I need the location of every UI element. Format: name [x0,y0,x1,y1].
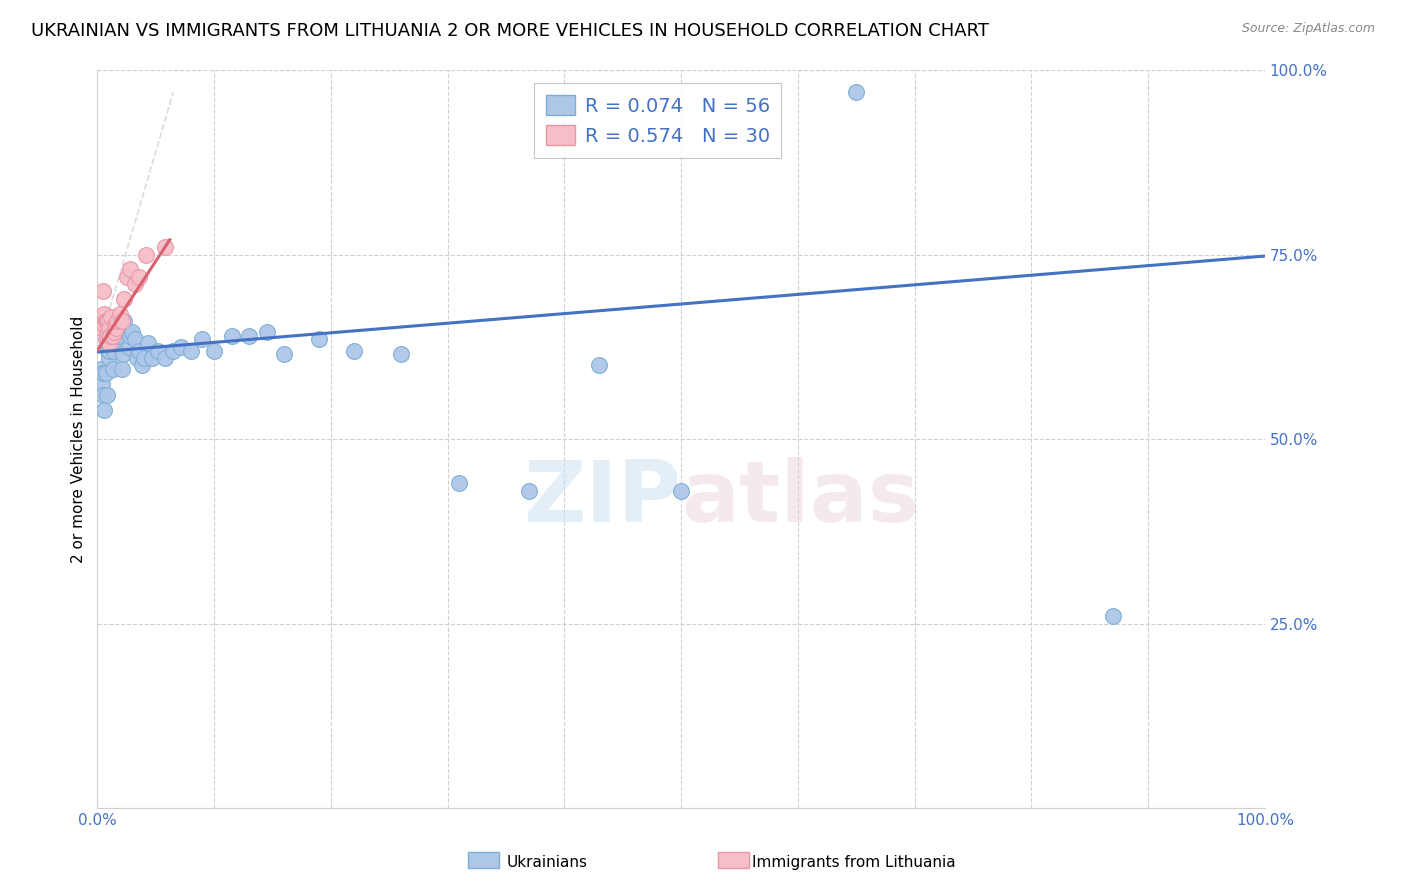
Point [115,325,138,339]
Point [107,328,129,343]
Point [96,314,118,328]
Point [121,325,143,339]
Point [162,343,184,358]
Point [128,343,150,358]
Text: Source: ZipAtlas.com: Source: ZipAtlas.com [1241,22,1375,36]
Point [132,351,155,365]
Point [97,328,120,343]
Point [221,328,243,343]
Legend: R = 0.074   N = 56, R = 0.574   N = 30: R = 0.074 N = 56, R = 0.574 N = 30 [534,84,782,158]
Point [128,269,150,284]
Point [191,333,214,347]
Point [101,362,124,376]
Point [118,340,141,354]
Point [118,262,141,277]
Text: Ukrainians: Ukrainians [506,855,588,870]
Point [105,328,128,343]
Bar [468,852,499,868]
Point [91,285,114,299]
Point [105,314,128,328]
Y-axis label: 2 or more Vehicles in Household: 2 or more Vehicles in Household [72,316,86,563]
Point [588,358,610,372]
Point [180,343,202,358]
Point [146,343,169,358]
Point [98,336,121,351]
Point [124,333,146,347]
Point [131,358,153,372]
Text: atlas: atlas [681,457,920,540]
Point [517,483,540,498]
Point [105,321,128,335]
Point [238,328,260,343]
Point [93,402,115,417]
Point [90,362,112,376]
Point [111,314,134,328]
Point [112,314,135,328]
Point [108,321,131,335]
Point [90,314,112,328]
Point [98,336,121,351]
Point [153,351,176,365]
Point [101,328,124,343]
Point [97,314,120,328]
Point [91,376,114,391]
Point [118,328,141,343]
Point [256,325,278,339]
Point [136,336,159,351]
Point [91,388,114,402]
Point [135,247,157,261]
Point [308,333,330,347]
Point [100,310,122,325]
Point [1102,609,1125,624]
Point [202,343,225,358]
Point [97,343,120,358]
Point [108,307,131,321]
Point [89,314,111,328]
Point [141,351,163,365]
Point [110,314,132,328]
Point [104,318,127,332]
Point [93,318,115,332]
Point [845,85,868,99]
Text: Immigrants from Lithuania: Immigrants from Lithuania [752,855,956,870]
Point [98,321,121,335]
Point [101,340,124,354]
Point [669,483,692,498]
Point [153,240,176,254]
Point [170,340,193,354]
Point [115,269,138,284]
Point [112,292,135,306]
Bar [718,852,749,868]
Point [103,325,125,339]
Point [98,328,121,343]
Point [94,333,117,347]
Point [93,307,115,321]
Point [91,321,114,335]
Point [96,388,118,402]
Point [104,336,127,351]
Point [124,277,146,291]
Point [94,366,117,380]
Point [100,328,122,343]
Text: ZIP: ZIP [523,457,681,540]
Point [389,347,412,361]
Point [111,362,134,376]
Point [97,325,120,339]
Point [94,314,117,328]
Point [343,343,366,358]
Point [91,366,114,380]
Text: UKRAINIAN VS IMMIGRANTS FROM LITHUANIA 2 OR MORE VEHICLES IN HOUSEHOLD CORRELATI: UKRAINIAN VS IMMIGRANTS FROM LITHUANIA 2… [31,22,988,40]
Point [273,347,295,361]
Point [96,328,118,343]
Point [125,351,148,365]
Point [449,476,471,491]
Point [98,343,121,358]
Point [105,328,128,343]
Point [103,343,125,358]
Point [112,347,135,361]
Point [98,351,121,365]
